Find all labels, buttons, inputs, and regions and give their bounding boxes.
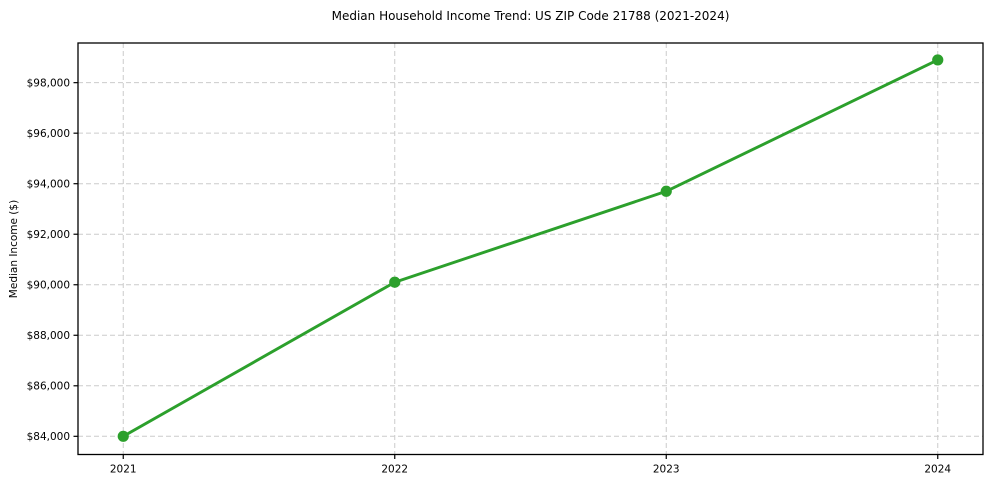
y-tick-label: $96,000 — [27, 128, 70, 140]
x-tick-label: 2021 — [110, 464, 137, 476]
x-tick-label: 2023 — [653, 464, 680, 476]
plot-border — [77, 42, 984, 456]
data-point-2022 — [389, 276, 401, 288]
y-tick-label: $98,000 — [27, 77, 70, 89]
data-point-2021 — [117, 430, 129, 442]
chart-title: Median Household Income Trend: US ZIP Co… — [331, 9, 730, 23]
y-tick-label: $88,000 — [27, 330, 70, 342]
x-tick-label: 2022 — [381, 464, 408, 476]
data-point-2023 — [660, 185, 672, 197]
x-tick-label: 2024 — [924, 464, 951, 476]
y-tick-label: $84,000 — [27, 431, 70, 443]
y-tick-label: $92,000 — [27, 229, 70, 241]
y-tick-label: $86,000 — [27, 380, 70, 392]
y-tick-label: $90,000 — [27, 279, 70, 291]
data-point-2024 — [932, 54, 944, 66]
data-line — [121, 58, 940, 438]
y-tick-label: $94,000 — [27, 178, 70, 190]
